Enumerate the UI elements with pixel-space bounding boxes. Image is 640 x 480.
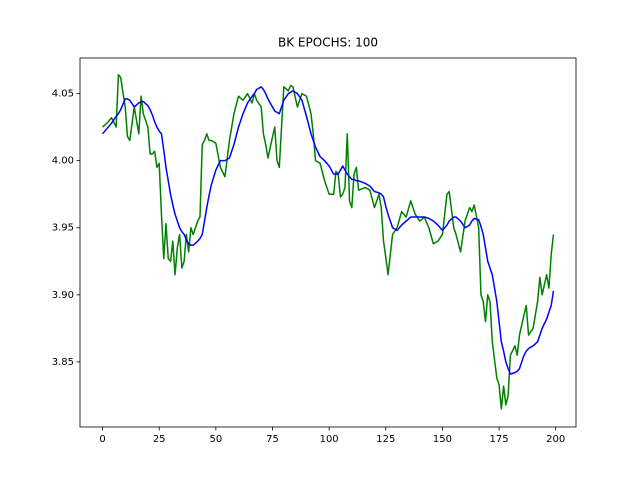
- x-tick-label: 25: [153, 434, 166, 445]
- line-series: [102, 74, 555, 410]
- x-tick-label: 100: [320, 434, 339, 445]
- y-tick-label: 4.05: [52, 89, 74, 100]
- y-tick-label: 3.85: [52, 357, 74, 368]
- x-tick-label: 0: [99, 434, 105, 445]
- x-tick-label: 175: [490, 434, 509, 445]
- y-tick-label: 3.90: [52, 290, 74, 301]
- chart-title: BK EPOCHS: 100: [278, 36, 378, 50]
- x-tick-label: 150: [433, 434, 452, 445]
- plot-frame: [79, 57, 577, 428]
- x-tick-label: 125: [376, 434, 395, 445]
- x-tick-label: 200: [546, 434, 565, 445]
- y-tick-label: 3.95: [52, 223, 74, 234]
- x-tick-label: 50: [209, 434, 222, 445]
- x-tick-label: 75: [266, 434, 279, 445]
- y-tick-label: 4.00: [52, 156, 74, 167]
- line-series: [101, 86, 555, 375]
